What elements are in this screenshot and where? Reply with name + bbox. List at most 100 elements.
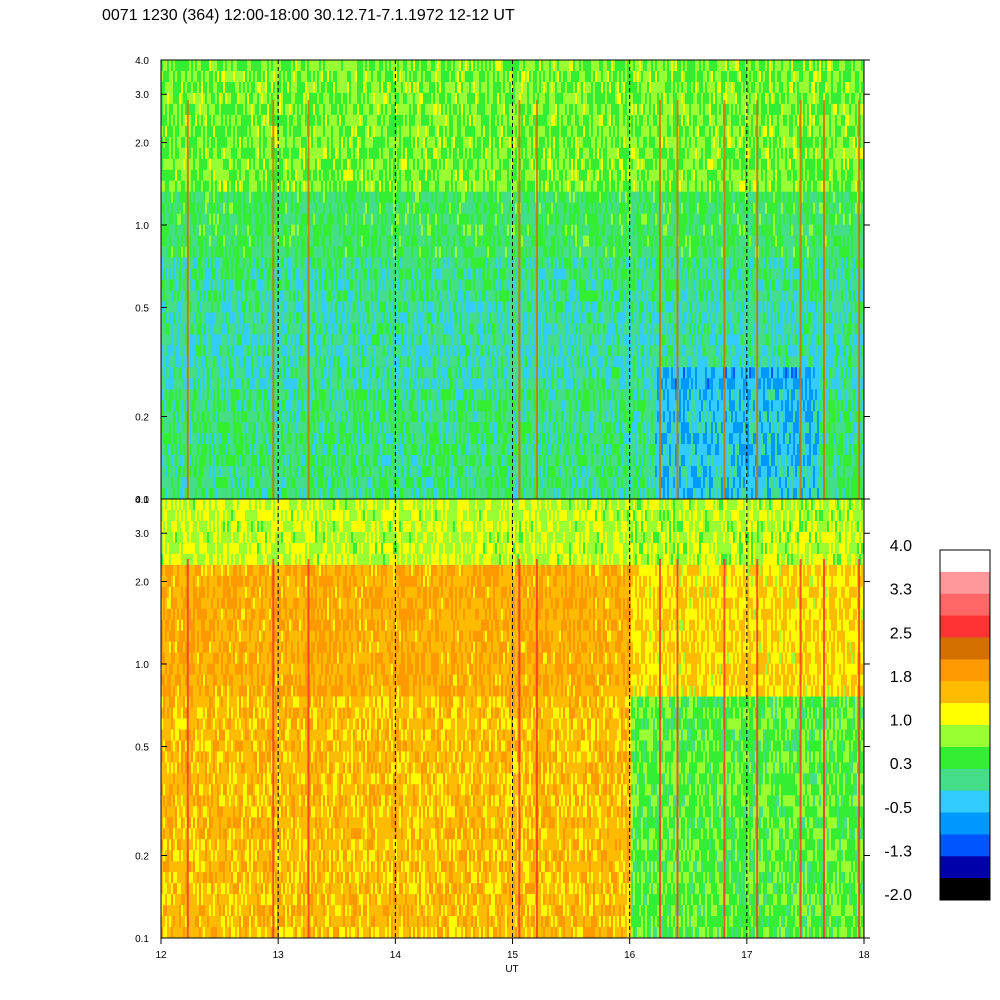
heatmap-cell [325, 268, 327, 281]
heatmap-cell [313, 433, 315, 445]
heatmap-cell [375, 180, 377, 193]
heatmap-cell [319, 279, 321, 292]
heatmap-cell [195, 169, 197, 182]
heatmap-cell [191, 257, 193, 270]
heatmap-cell [171, 400, 173, 412]
heatmap-cell [263, 202, 265, 215]
heatmap-cell [181, 400, 183, 412]
heatmap-cell [331, 422, 333, 434]
heatmap-cell [161, 158, 163, 171]
heatmap-cell [347, 367, 349, 379]
heatmap-cell [287, 180, 289, 193]
heatmap-cell [193, 114, 195, 127]
heatmap-cell [165, 125, 167, 138]
heatmap-cell [289, 444, 291, 456]
heatmap-cell [303, 279, 305, 292]
heatmap-cell [243, 257, 245, 270]
heatmap-cell [181, 71, 183, 83]
heatmap-cell [317, 71, 319, 83]
heatmap-cell [377, 323, 379, 335]
heatmap-cell [225, 180, 227, 193]
heatmap-cell [257, 444, 259, 456]
heatmap-cell [221, 169, 223, 182]
heatmap-cell [293, 301, 295, 313]
heatmap-cell [235, 356, 237, 368]
heatmap-cell [367, 301, 369, 313]
heatmap-cell [231, 323, 233, 335]
heatmap-cell [177, 356, 179, 368]
heatmap-cell [335, 60, 337, 72]
heatmap-cell [291, 455, 293, 467]
heatmap-cell [205, 323, 207, 335]
heatmap-cell [289, 290, 291, 303]
heatmap-cell [391, 103, 393, 116]
heatmap-cell [285, 400, 287, 412]
heatmap-cell [359, 60, 361, 72]
heatmap-cell [275, 466, 277, 478]
heatmap-cell [359, 444, 361, 456]
heatmap-cell [377, 224, 379, 237]
heatmap-cell [211, 158, 213, 171]
heatmap-cell [285, 444, 287, 456]
heatmap-cell [239, 411, 241, 423]
heatmap-cell [379, 488, 381, 499]
heatmap-cell [405, 213, 407, 226]
heatmap-cell [205, 114, 207, 127]
heatmap-cell [261, 400, 263, 412]
heatmap-cell [207, 268, 209, 281]
heatmap-cell [171, 224, 173, 237]
heatmap-cell [323, 224, 325, 237]
heatmap-cell [403, 466, 405, 478]
heatmap-cell [169, 367, 171, 379]
heatmap-cell [245, 82, 247, 94]
heatmap-cell [339, 180, 341, 193]
heatmap-cell [161, 202, 163, 215]
heatmap-cell [319, 345, 321, 357]
heatmap-cell [315, 60, 317, 72]
heatmap-cell [347, 345, 349, 357]
heatmap-cell [223, 455, 225, 467]
heatmap-cell [215, 60, 217, 72]
heatmap-cell [365, 224, 367, 237]
heatmap-cell [295, 301, 297, 313]
heatmap-cell [223, 312, 225, 324]
heatmap-cell [173, 301, 175, 313]
heatmap-cell [223, 202, 225, 215]
heatmap-cell [381, 213, 383, 226]
heatmap-cell [199, 191, 201, 204]
heatmap-cell [237, 334, 239, 346]
heatmap-cell [337, 82, 339, 94]
heatmap-cell [397, 400, 399, 412]
heatmap-cell [241, 455, 243, 467]
heatmap-cell [333, 213, 335, 226]
heatmap-cell [289, 235, 291, 248]
heatmap-cell [227, 191, 229, 204]
heatmap-cell [401, 466, 403, 478]
heatmap-cell [343, 136, 345, 149]
heatmap-cell [361, 114, 363, 127]
heatmap-cell [343, 378, 345, 390]
heatmap-cell [217, 147, 219, 160]
heatmap-cell [169, 433, 171, 445]
heatmap-cell [275, 356, 277, 368]
heatmap-cell [335, 389, 337, 401]
heatmap-cell [227, 356, 229, 368]
heatmap-cell [397, 191, 399, 204]
heatmap-cell [305, 125, 307, 138]
heatmap-cell [255, 246, 257, 259]
heatmap-cell [309, 290, 311, 303]
heatmap-cell [321, 246, 323, 259]
heatmap-cell [239, 389, 241, 401]
heatmap-cell [315, 235, 317, 248]
heatmap-cell [337, 125, 339, 138]
heatmap-cell [389, 422, 391, 434]
heatmap-cell [373, 411, 375, 423]
heatmap-cell [175, 356, 177, 368]
heatmap-cell [161, 82, 163, 94]
heatmap-cell [395, 444, 397, 456]
heatmap-cell [353, 191, 355, 204]
heatmap-cell [243, 103, 245, 116]
heatmap-cell [381, 114, 383, 127]
heatmap-cell [399, 257, 401, 270]
heatmap-cell [365, 367, 367, 379]
